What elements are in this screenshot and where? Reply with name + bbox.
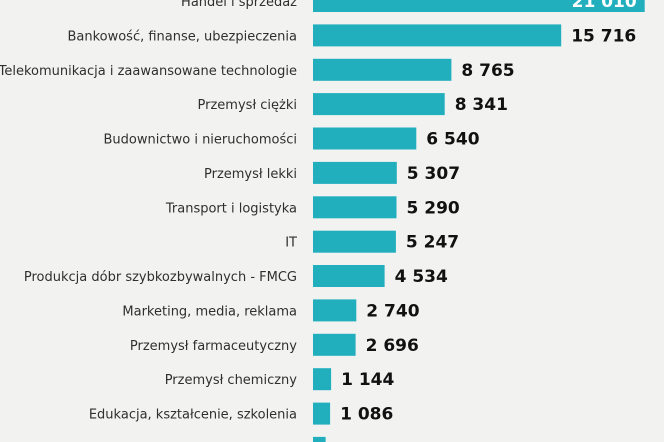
bar bbox=[313, 368, 332, 391]
category-label: Budownictwo i nieruchomości bbox=[104, 133, 297, 148]
value-label: 15 716 bbox=[571, 26, 636, 46]
category-label: IT bbox=[285, 236, 297, 251]
category-label: Przemysł chemiczny bbox=[165, 373, 298, 388]
bar bbox=[313, 58, 452, 81]
value-label: 4 534 bbox=[395, 267, 448, 287]
category-label: Bankowość, finanse, ubezpieczenia bbox=[67, 29, 297, 44]
category-label: Transport i logistyka bbox=[165, 201, 297, 216]
value-label: 6 540 bbox=[426, 130, 479, 150]
bar bbox=[313, 265, 385, 287]
bar bbox=[313, 402, 331, 425]
category-label: Telekomunikacja i zaawansowane technolog… bbox=[0, 64, 297, 79]
category-label: Handel i sprzedaż bbox=[181, 0, 297, 10]
value-label: 2 696 bbox=[366, 336, 419, 356]
bar bbox=[313, 93, 445, 116]
value-label: 5 307 bbox=[407, 164, 460, 184]
category-labels: Handel i sprzedaż Bankowość, finanse, ube… bbox=[0, 0, 297, 423]
category-label: Marketing, media, reklama bbox=[122, 304, 297, 319]
bar bbox=[313, 333, 356, 356]
value-label: 1 144 bbox=[341, 370, 394, 390]
bar bbox=[313, 230, 396, 253]
bar bbox=[313, 161, 397, 184]
value-label: 2 740 bbox=[366, 301, 419, 321]
category-label: Przemysł farmaceutyczny bbox=[130, 339, 297, 354]
bar bbox=[313, 196, 397, 219]
bar bbox=[313, 127, 417, 150]
value-label: 5 247 bbox=[406, 233, 459, 253]
value-label: 5 290 bbox=[407, 198, 460, 218]
value-labels: 21 010 15 716 8 765 8 341 6 540 5 307 5 290 5 2… bbox=[340, 0, 637, 425]
bar bbox=[313, 0, 645, 12]
value-label: 8 765 bbox=[461, 61, 514, 81]
category-label: Edukacja, kształcenie, szkolenia bbox=[89, 408, 297, 423]
bar bbox=[313, 299, 357, 322]
bars-layer bbox=[313, 0, 645, 442]
value-label: 21 010 bbox=[572, 0, 637, 12]
category-label: Przemysł ciężki bbox=[198, 98, 297, 113]
value-label: 8 341 bbox=[455, 95, 508, 115]
value-label: 1 086 bbox=[340, 405, 393, 425]
bar bbox=[313, 436, 326, 442]
category-label: Produkcja dóbr szybkozbywalnych - FMCG bbox=[24, 270, 297, 285]
bar bbox=[313, 24, 562, 47]
category-label: Przemysł lekki bbox=[204, 167, 297, 182]
